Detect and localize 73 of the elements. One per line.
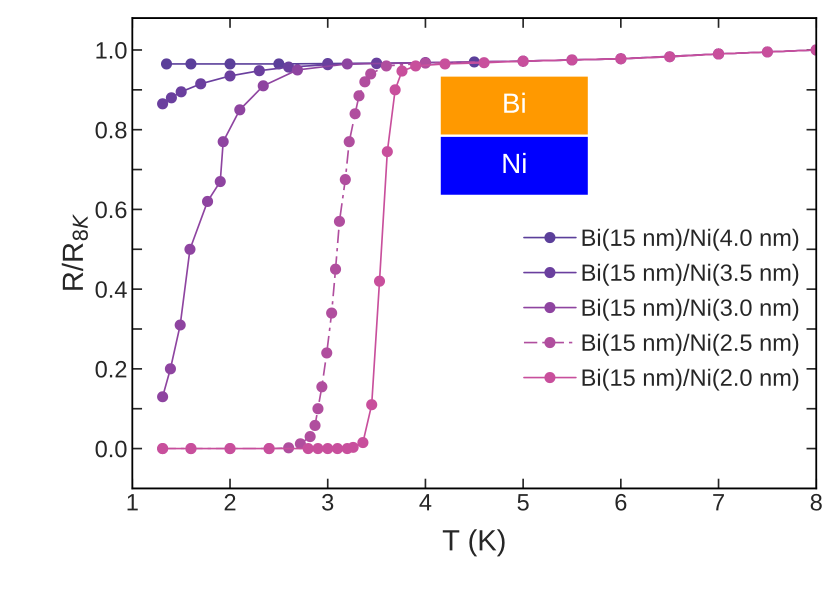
y-tick-label: 0.0 <box>96 440 127 458</box>
point <box>234 104 246 116</box>
point <box>254 65 265 76</box>
point <box>214 176 226 188</box>
point <box>164 363 176 374</box>
x-tick-label: 8 <box>810 494 822 511</box>
legend-label: Bi(15 nm)/Ni(2.5 nm) <box>582 334 798 356</box>
point <box>374 276 386 287</box>
point <box>316 381 328 392</box>
point <box>359 76 370 88</box>
annotation: Bi <box>504 92 525 113</box>
x-tick-label: 2 <box>224 494 236 510</box>
point <box>380 60 392 72</box>
point <box>390 84 401 96</box>
point <box>202 196 214 207</box>
point <box>309 420 321 432</box>
y-tick-label: 0.4 <box>96 281 127 298</box>
point <box>410 60 422 72</box>
point <box>176 86 187 98</box>
point <box>344 136 355 148</box>
point <box>396 66 408 77</box>
x-tick-label: 7 <box>713 494 724 510</box>
legend-label: Bi(15 nm)/Ni(3.5 nm) <box>582 264 798 286</box>
point <box>353 90 365 102</box>
point <box>157 391 168 402</box>
point <box>332 443 344 454</box>
point <box>157 98 168 110</box>
x-tick-label: 1 <box>128 494 138 510</box>
y-tick-label: 1.0 <box>96 42 127 59</box>
point <box>258 80 269 92</box>
point <box>312 443 324 454</box>
point <box>302 443 314 454</box>
legend-label: Bi(15 nm)/Ni(4.0 nm) <box>582 228 798 251</box>
y-tick-label: 0.8 <box>96 122 126 138</box>
point <box>350 108 361 120</box>
point <box>184 244 196 255</box>
point <box>342 58 353 70</box>
point <box>321 347 332 358</box>
point <box>322 443 334 454</box>
point <box>166 92 177 104</box>
point <box>224 58 236 70</box>
point <box>340 174 351 186</box>
point <box>160 58 172 70</box>
y-axis-title: R/R$_{8K}$ <box>62 214 88 290</box>
point <box>292 64 303 76</box>
point <box>357 437 368 448</box>
point <box>218 136 229 148</box>
point <box>304 431 316 442</box>
point <box>326 307 338 319</box>
point <box>174 319 186 331</box>
x-tick-label: 6 <box>615 494 626 511</box>
legend-label: Bi(15 nm)/Ni(2.0 nm) <box>582 368 798 391</box>
legend-label: Bi(15 nm)/Ni(3.0 nm) <box>582 298 798 321</box>
point <box>348 442 359 453</box>
y-tick-label: 0.2 <box>96 360 126 378</box>
point <box>365 68 376 80</box>
point <box>478 57 490 68</box>
point <box>330 264 342 275</box>
x-tick-label: 4 <box>419 494 432 510</box>
point <box>382 146 393 158</box>
point <box>366 399 378 410</box>
point <box>283 62 294 73</box>
point <box>185 58 196 70</box>
point <box>334 216 346 227</box>
x-tick-label: 5 <box>518 494 529 511</box>
annotation: Ni <box>503 152 526 173</box>
y-tick-label: 0.6 <box>96 201 126 218</box>
x-tick-label: 3 <box>322 494 334 511</box>
point <box>439 58 451 70</box>
x-axis-title: T (K) <box>442 529 505 556</box>
point <box>312 403 324 414</box>
point <box>224 70 236 82</box>
point <box>195 78 206 90</box>
